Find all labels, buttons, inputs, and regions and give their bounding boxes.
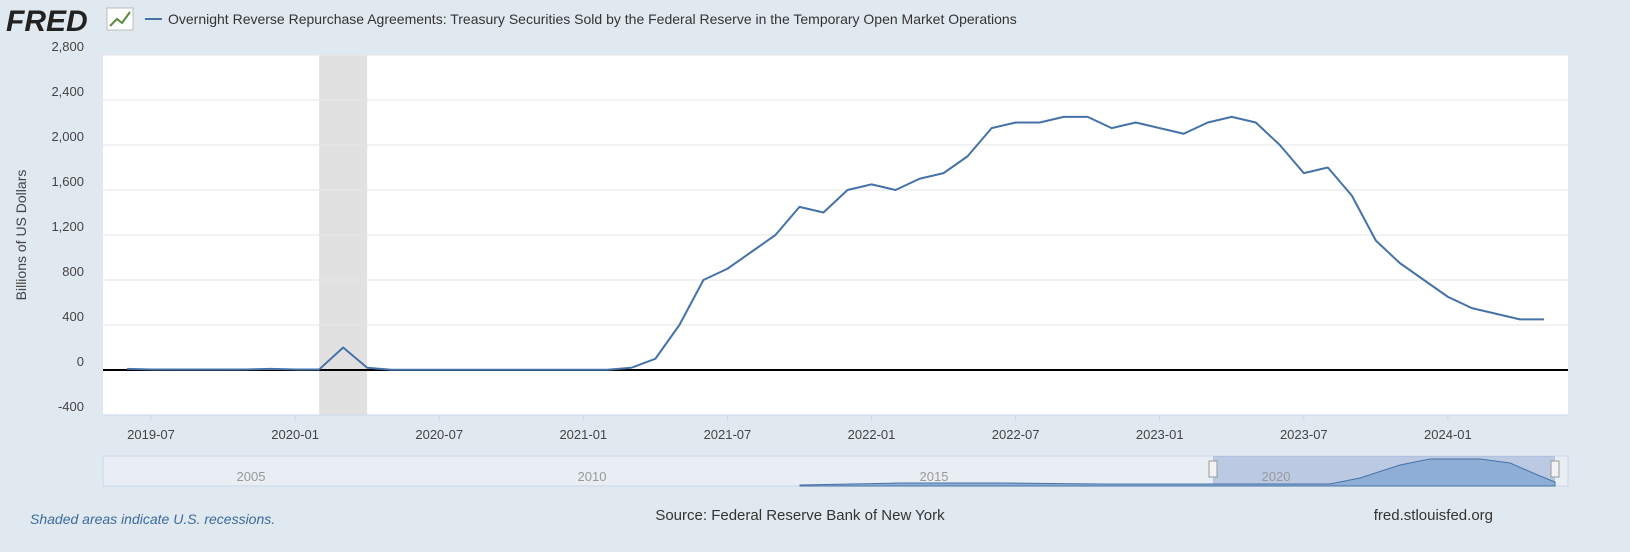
x-tick-label: 2021-01 — [559, 427, 607, 442]
x-tick-label: 2020-07 — [415, 427, 463, 442]
x-tick-label: 2023-01 — [1136, 427, 1184, 442]
x-tick-label: 2023-07 — [1280, 427, 1328, 442]
y-tick-label: 2,800 — [51, 39, 84, 54]
site: fred.stlouisfed.org — [1374, 507, 1493, 524]
legend-title: Overnight Reverse Repurchase Agreements:… — [168, 11, 1017, 27]
navigator-label: 2015 — [920, 469, 949, 484]
source: Source: Federal Reserve Bank of New York — [655, 507, 945, 524]
x-tick-label: 2024-01 — [1424, 427, 1472, 442]
y-tick-label: 2,000 — [51, 129, 84, 144]
y-tick-label: 400 — [62, 309, 84, 324]
y-tick-label: 0 — [77, 354, 84, 369]
series-line — [126, 115, 1544, 371]
x-tick-label: 2020-01 — [271, 427, 319, 442]
navigator: 2005 2010 2015 2020 — [102, 455, 1569, 487]
logo-icon — [106, 7, 134, 31]
x-tick-label: 2021-07 — [704, 427, 752, 442]
x-tick-label: 2022-01 — [848, 427, 896, 442]
x-tick-label: 2022-07 — [992, 427, 1040, 442]
logo: FRED — [6, 5, 88, 38]
y-tick-label: 800 — [62, 264, 84, 279]
navigator-label: 2010 — [578, 469, 607, 484]
y-tick-label: 2,400 — [51, 84, 84, 99]
navigator-label: 2020 — [1262, 469, 1291, 484]
recession-note: Shaded areas indicate U.S. recessions. — [30, 511, 275, 527]
y-tick-label: -400 — [58, 399, 84, 414]
y-tick-label: 1,600 — [51, 174, 84, 189]
x-tick-label: 2019-07 — [127, 427, 175, 442]
navigator-label: 2005 — [237, 469, 266, 484]
y-tick-label: 1,200 — [51, 219, 84, 234]
y-axis-label: Billions of US Dollars — [13, 170, 29, 301]
